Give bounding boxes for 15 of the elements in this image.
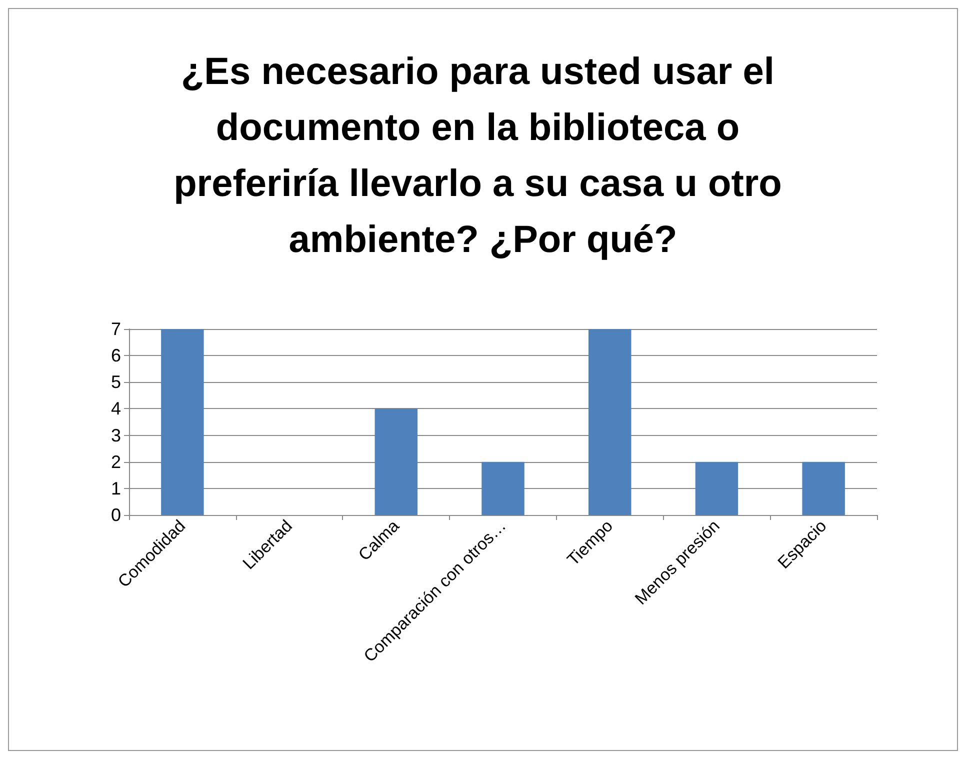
bar [588,329,632,515]
y-tick-label: 0 [110,505,121,525]
bar [161,329,204,515]
y-tick-label: 4 [110,398,121,419]
y-tick-label: 5 [110,372,121,392]
bar [482,462,524,515]
y-tick-label: 3 [110,425,121,446]
bar [695,462,738,515]
y-tick-label: 1 [110,478,121,498]
y-tick-label: 2 [110,452,121,472]
bar [374,408,418,515]
y-tick-label: 6 [110,346,121,366]
y-tick-label: 7 [110,319,121,339]
bar [802,462,845,515]
chart-title: ¿Es necesario para usted usar el documento en la biblioteca o preferiría llevarlo a su casa u otro ambiente? ¿Por qué? [174,51,792,261]
